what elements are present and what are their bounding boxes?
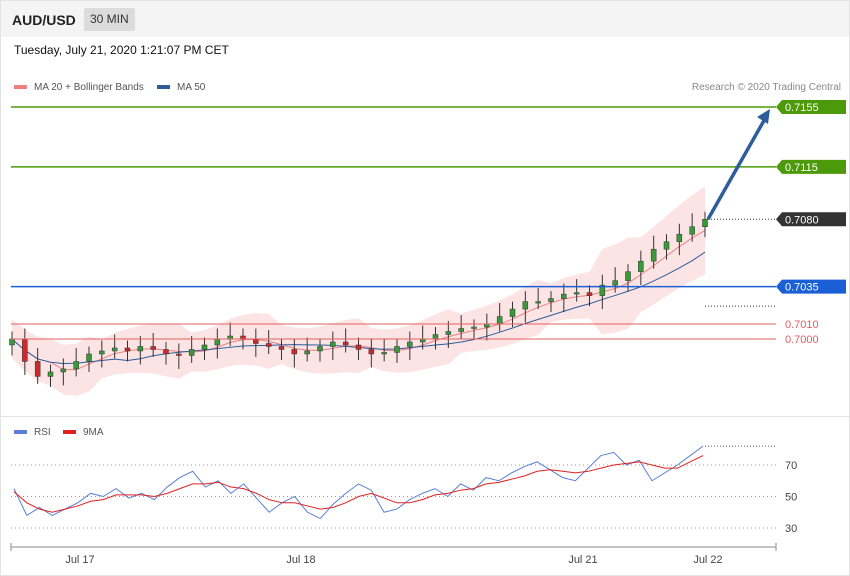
rsi-tick-label: 30 <box>785 523 797 535</box>
candle-body <box>663 241 670 250</box>
candle-body <box>625 271 631 281</box>
candle-body <box>638 260 644 272</box>
credit-label: Research © 2020 Trading Central <box>691 82 841 93</box>
timeframe-badge[interactable]: 30 MIN <box>84 8 135 31</box>
candle-body <box>342 341 349 346</box>
candle-body <box>471 326 477 329</box>
target-arrow-shaft <box>706 116 768 221</box>
legend-rsi: RSI <box>14 427 51 438</box>
legend-ma20-swatch <box>14 85 27 90</box>
level-label: 0.7155 <box>785 102 819 114</box>
candle-body <box>201 344 208 350</box>
candle-body <box>265 343 272 347</box>
candle-body <box>253 338 259 344</box>
candle-body <box>124 347 131 352</box>
bollinger-band <box>12 186 705 396</box>
candle-body <box>137 346 144 352</box>
candle-body <box>573 292 580 295</box>
rsi-9ma-line <box>13 455 704 513</box>
resistance-level-tag <box>776 100 846 114</box>
candle-body <box>381 352 387 355</box>
candle-body <box>650 248 657 262</box>
x-tick-label: Jul 22 <box>693 554 722 566</box>
candle-body <box>214 338 221 346</box>
candle-body <box>535 301 541 304</box>
resistance-level-tag <box>776 159 846 174</box>
candle-body <box>355 344 362 350</box>
candle-body <box>561 293 567 299</box>
candle-body <box>522 301 529 310</box>
candle-body <box>60 368 67 373</box>
candle-body <box>188 349 195 356</box>
pivot-level-tag <box>776 279 846 294</box>
level-label: 0.7010 <box>785 319 819 331</box>
candle-body <box>407 341 413 347</box>
datetime-label: Tuesday, July 21, 2020 1:21:07 PM CET <box>14 43 229 57</box>
legend-9ma-swatch <box>63 430 76 435</box>
candle-body <box>612 280 618 286</box>
candle-body <box>394 346 400 353</box>
legend-ma20: MA 20 + Bollinger Bands <box>14 82 144 93</box>
candle-body <box>176 353 182 356</box>
candle-body <box>330 341 336 347</box>
x-tick-label: Jul 21 <box>568 554 597 566</box>
candle-body <box>304 350 310 355</box>
candle-body <box>548 298 554 302</box>
candle-body <box>458 328 464 332</box>
legend-9ma: 9MA <box>63 427 104 438</box>
candle-body <box>163 349 169 355</box>
x-tick-label: Jul 18 <box>286 554 315 566</box>
candle-body <box>47 371 54 377</box>
legend-ma50: MA 50 <box>157 82 205 93</box>
level-label: 0.7035 <box>785 282 819 294</box>
candle-body <box>73 361 79 370</box>
candle-body <box>278 346 285 350</box>
candle-body <box>586 292 593 296</box>
legend-ma20-label: MA 20 + Bollinger Bands <box>34 82 144 93</box>
target-arrow-head <box>757 109 770 124</box>
candle-body <box>34 361 41 377</box>
legend-rsi-label: RSI <box>34 427 51 438</box>
candle-body <box>445 331 452 335</box>
candle-body <box>317 346 323 352</box>
level-label: 0.7000 <box>785 334 819 346</box>
candle-body <box>676 233 683 242</box>
candle-body <box>702 219 708 227</box>
candle-body <box>599 284 606 296</box>
panel-divider <box>1 416 849 417</box>
candle-body <box>99 350 105 355</box>
candle-body <box>86 353 92 362</box>
x-tick-label: Jul 17 <box>65 554 94 566</box>
legend-ma50-swatch <box>157 85 170 90</box>
header-bar: AUD/USD 30 MIN <box>1 1 849 37</box>
candle-body <box>291 349 298 355</box>
candle-body <box>368 349 375 355</box>
candle-body <box>111 347 118 352</box>
rsi-line <box>13 445 704 520</box>
candle-body <box>9 338 15 346</box>
candle-body <box>689 226 695 235</box>
legend-rsi-swatch <box>14 430 27 435</box>
candle-body <box>22 338 28 362</box>
legend-9ma-label: 9MA <box>83 427 104 438</box>
level-label: 0.7115 <box>785 162 818 174</box>
rsi-tick-label: 50 <box>785 492 797 504</box>
candle-body <box>150 346 156 350</box>
candle-body <box>432 334 439 340</box>
symbol-title: AUD/USD <box>12 12 76 28</box>
level-label: 0.7080 <box>785 214 819 226</box>
candle-body <box>509 308 516 317</box>
candle-body <box>496 316 503 325</box>
rsi-tick-label: 70 <box>785 460 797 472</box>
current-level-tag <box>776 212 846 227</box>
legend-ma50-label: MA 50 <box>177 82 206 93</box>
